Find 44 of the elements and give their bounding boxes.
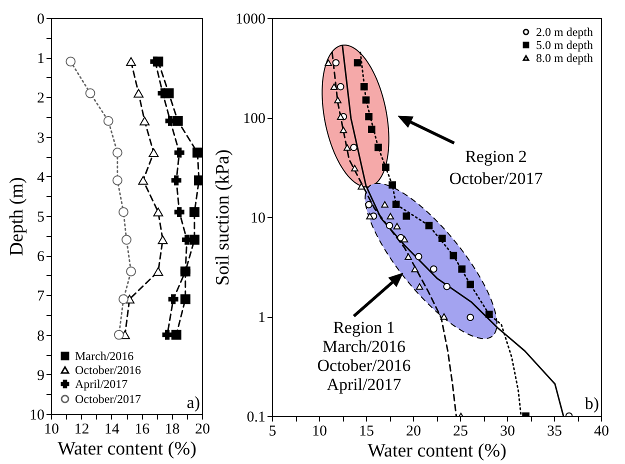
y-tick-label: 10 [250, 210, 266, 226]
x-tick-label: 40 [594, 424, 609, 440]
legend-label: 8.0 m depth [536, 51, 593, 65]
x-tick-label: 20 [195, 422, 210, 438]
x-tick-label: 35 [547, 424, 562, 440]
y-tick-label: 6 [37, 249, 45, 266]
x-tick-label: 14 [104, 422, 120, 438]
legend-label: March/2016 [75, 349, 134, 363]
x-tick-label: 12 [74, 422, 90, 438]
legend-label: 5.0 m depth [536, 38, 593, 52]
x-axis-title: Water content (%) [58, 438, 196, 460]
x-axis-title: Water content (%) [368, 440, 506, 462]
y-tick-label: 1 [37, 51, 44, 68]
x-tick-label: 10 [312, 424, 327, 440]
x-tick-label: 30 [500, 424, 515, 440]
y-tick-label: 4 [37, 170, 45, 186]
x-tick-label: 20 [406, 424, 421, 440]
y-tick-label: 1000 [236, 12, 266, 28]
y-axis-title: Soil suction (kPa) [212, 149, 234, 286]
x-tick-label: 16 [134, 422, 150, 438]
x-tick-label: 5 [268, 424, 276, 440]
y-tick-label: 9 [37, 368, 44, 384]
y-tick-label: 0 [37, 12, 44, 28]
legend-label: 2.0 m depth [536, 25, 593, 39]
y-tick-label: 1 [258, 310, 266, 326]
y-tick-label: 5 [37, 210, 44, 226]
y-tick-label: 10 [30, 408, 44, 424]
x-tick-label: 15 [359, 424, 374, 440]
y-tick-label: 8 [37, 328, 44, 344]
legend-label: October/2016 [75, 363, 141, 377]
annotation: Region 1 March/2016 October/2016 April/2017 [317, 318, 411, 394]
legend-label: April/2017 [75, 377, 128, 391]
legend-label: October/2017 [75, 392, 141, 406]
y-tick-label: 0.1 [246, 410, 266, 426]
annotation: b) [584, 394, 599, 413]
y-tick-label: 3 [37, 130, 44, 146]
x-tick-label: 18 [164, 422, 180, 438]
y-tick-label: 2 [37, 90, 44, 107]
y-tick-label: 100 [243, 111, 266, 127]
annotation: a) [186, 393, 200, 412]
annotation: Region 2 October/2017 [449, 147, 544, 188]
y-tick-label: 7 [37, 288, 45, 305]
x-tick-label: 25 [453, 424, 468, 440]
y-axis-title: Depth (m) [6, 177, 28, 256]
